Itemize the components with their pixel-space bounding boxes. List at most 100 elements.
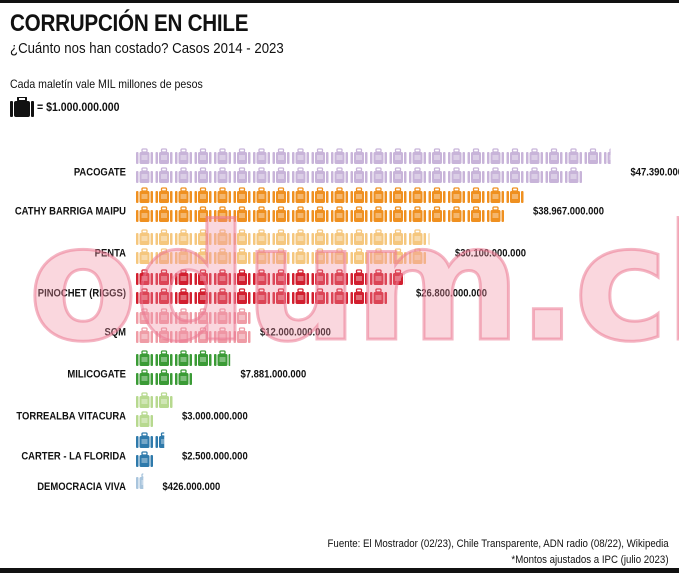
suitcase-icon bbox=[584, 148, 602, 164]
bar-carter-la-florida bbox=[136, 432, 165, 467]
suitcase-icon bbox=[233, 229, 251, 245]
suitcase-icon bbox=[214, 148, 231, 164]
suitcase-icon bbox=[467, 167, 485, 183]
suitcase-icon bbox=[428, 148, 446, 164]
bar-pinochet-riggs bbox=[136, 269, 405, 304]
category-label: DEMOCRACIA VIVA bbox=[37, 481, 126, 493]
suitcase-icon bbox=[292, 229, 309, 245]
suitcase-icon bbox=[194, 206, 212, 222]
suitcase-icon bbox=[136, 392, 153, 408]
suitcase-icon bbox=[136, 187, 153, 203]
category-label: MILICOGATE bbox=[67, 369, 126, 381]
top-border bbox=[0, 0, 679, 3]
suitcase-icon bbox=[350, 269, 368, 285]
suitcase-icon bbox=[506, 148, 524, 164]
suitcase-icon bbox=[370, 269, 387, 285]
suitcase-icon bbox=[292, 269, 309, 285]
suitcase-icon bbox=[194, 187, 212, 203]
suitcase-icon bbox=[409, 148, 426, 164]
suitcase-icon bbox=[331, 248, 348, 264]
suitcase-icon bbox=[214, 269, 231, 285]
footnote-text: *Montos ajustados a IPC (julio 2023) bbox=[511, 554, 669, 566]
suitcase-icon bbox=[175, 288, 192, 304]
suitcase-icon bbox=[136, 308, 153, 324]
suitcase-icon bbox=[194, 269, 212, 285]
suitcase-icon bbox=[214, 187, 231, 203]
suitcase-icon bbox=[545, 148, 563, 164]
suitcase-icon bbox=[233, 308, 251, 324]
suitcase-icon bbox=[487, 206, 504, 222]
suitcase-icon bbox=[233, 269, 251, 285]
suitcase-icon bbox=[370, 167, 387, 183]
suitcase-icon bbox=[233, 187, 251, 203]
bottom-border bbox=[0, 568, 679, 573]
suitcase-icon bbox=[155, 392, 173, 408]
suitcase-icon bbox=[136, 451, 153, 467]
suitcase-icon bbox=[292, 288, 309, 304]
suitcase-icon bbox=[526, 148, 543, 164]
bar-cathy-barriga-maipu bbox=[136, 187, 524, 222]
suitcase-icon bbox=[350, 229, 368, 245]
suitcase-icon bbox=[331, 187, 348, 203]
suitcase-icon bbox=[175, 229, 192, 245]
suitcase-icon bbox=[194, 327, 212, 343]
suitcase-icon bbox=[350, 206, 368, 222]
bar-sqm bbox=[136, 308, 251, 343]
suitcase-icon bbox=[155, 248, 173, 264]
suitcase-icon bbox=[155, 229, 173, 245]
suitcase-icon bbox=[409, 248, 426, 264]
bar-torrealba-vitacura bbox=[136, 392, 173, 427]
suitcase-icon bbox=[389, 248, 407, 264]
suitcase-icon bbox=[253, 269, 270, 285]
suitcase-icon bbox=[370, 187, 387, 203]
suitcase-icon bbox=[136, 206, 153, 222]
suitcase-icon bbox=[272, 288, 290, 304]
suitcase-icon bbox=[10, 97, 34, 117]
suitcase-icon bbox=[292, 206, 309, 222]
suitcase-icon bbox=[331, 288, 348, 304]
suitcase-icon bbox=[370, 288, 387, 304]
suitcase-icon bbox=[370, 229, 387, 245]
value-label: $2.500.000.000 bbox=[182, 451, 248, 463]
suitcase-icon bbox=[272, 248, 290, 264]
suitcase-icon bbox=[136, 350, 153, 366]
suitcase-icon bbox=[370, 206, 387, 222]
suitcase-icon bbox=[350, 248, 368, 264]
category-label: PINOCHET (RIGGS) bbox=[38, 288, 126, 300]
suitcase-icon bbox=[233, 288, 251, 304]
suitcase-icon bbox=[175, 206, 192, 222]
suitcase-icon bbox=[175, 187, 192, 203]
suitcase-icon bbox=[409, 206, 426, 222]
suitcase-icon bbox=[526, 167, 543, 183]
suitcase-icon bbox=[155, 148, 173, 164]
suitcase-icon bbox=[136, 473, 144, 489]
suitcase-icon bbox=[136, 288, 153, 304]
suitcase-icon bbox=[292, 148, 309, 164]
suitcase-icon bbox=[370, 248, 387, 264]
suitcase-icon bbox=[194, 229, 212, 245]
suitcase-icon bbox=[409, 229, 426, 245]
category-label: PENTA bbox=[95, 248, 127, 260]
suitcase-icon bbox=[136, 269, 153, 285]
suitcase-icon bbox=[409, 187, 426, 203]
suitcase-icon bbox=[292, 167, 309, 183]
value-label: $426.000.000 bbox=[162, 481, 220, 493]
suitcase-icon bbox=[214, 206, 231, 222]
suitcase-icon bbox=[311, 229, 329, 245]
suitcase-icon bbox=[136, 327, 153, 343]
value-label: $26.800.000.000 bbox=[416, 288, 487, 300]
legend-note: Cada maletín vale MIL millones de pesos bbox=[10, 77, 203, 91]
suitcase-icon bbox=[194, 308, 212, 324]
suitcase-icon bbox=[155, 327, 173, 343]
suitcase-icon bbox=[467, 206, 485, 222]
suitcase-icon bbox=[389, 167, 407, 183]
suitcase-icon bbox=[233, 148, 251, 164]
category-label: CATHY BARRIGA MAIPU bbox=[15, 206, 126, 218]
suitcase-icon bbox=[350, 148, 368, 164]
suitcase-icon bbox=[253, 148, 270, 164]
value-label: $38.967.000.000 bbox=[533, 206, 604, 218]
legend-text: = $1.000.000.000 bbox=[37, 100, 120, 114]
suitcase-icon bbox=[331, 229, 348, 245]
suitcase-icon bbox=[389, 148, 407, 164]
